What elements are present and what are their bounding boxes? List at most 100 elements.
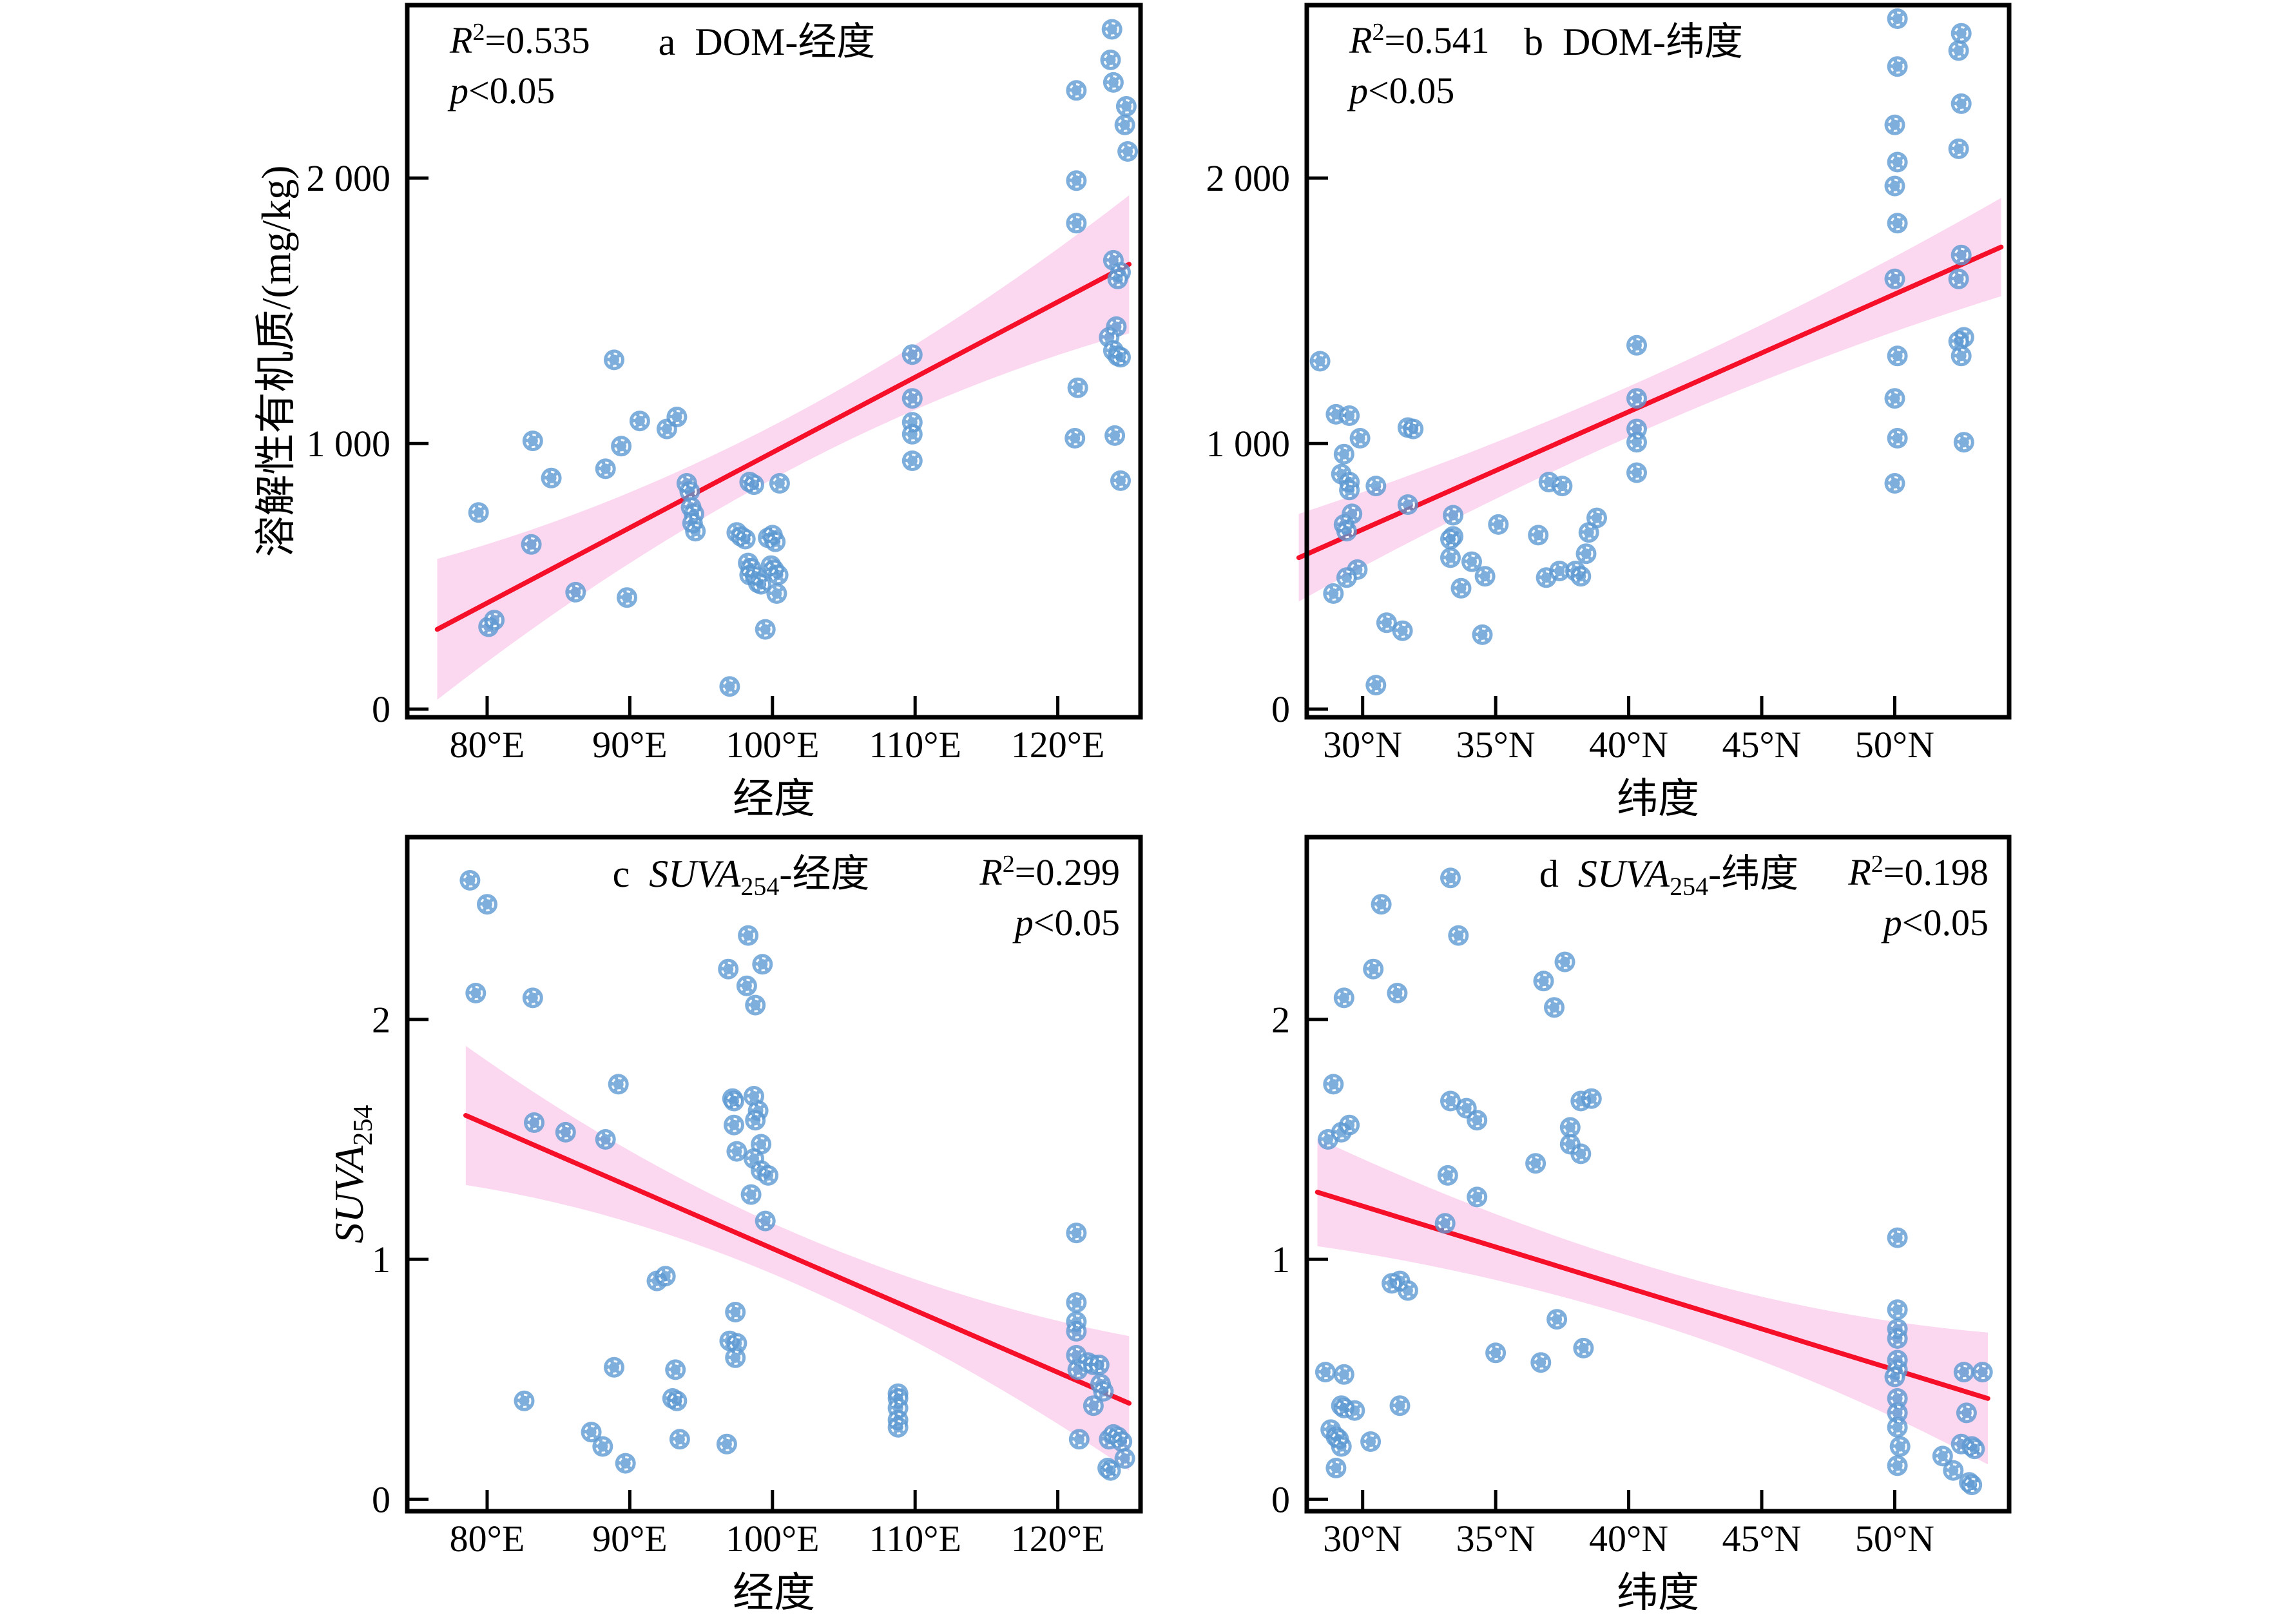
data-point-ring <box>1890 155 1905 169</box>
data-point <box>1066 213 1087 234</box>
data-point-ring <box>1350 562 1365 577</box>
data-point <box>1461 551 1482 572</box>
data-point-ring <box>659 421 674 436</box>
data-point-ring <box>1353 431 1367 445</box>
data-point-ring <box>1946 1463 1961 1478</box>
data-point <box>1887 8 1908 29</box>
x-axis-title: 经度 <box>733 776 815 822</box>
data-point <box>767 565 789 586</box>
data-point-ring <box>1534 1355 1548 1370</box>
data-point <box>716 1433 737 1455</box>
data-point <box>1103 72 1124 93</box>
y-tick-label: 1 000 <box>307 423 391 465</box>
data-point-ring <box>1443 1094 1458 1108</box>
data-point <box>1559 1117 1581 1138</box>
data-point <box>1626 334 1647 356</box>
data-point <box>769 473 790 494</box>
x-tick-label: 40°N <box>1589 1518 1668 1560</box>
data-point <box>1066 170 1087 191</box>
data-point-ring <box>754 1137 769 1152</box>
data-point <box>745 994 766 1016</box>
p-value-label: p<0.05 <box>1012 902 1120 943</box>
data-point <box>1068 1429 1090 1450</box>
x-tick-label: 50°N <box>1855 1518 1934 1560</box>
data-point <box>1336 567 1357 588</box>
data-point-ring <box>1890 431 1905 445</box>
data-point <box>1376 612 1397 633</box>
data-point-ring <box>471 505 486 520</box>
data-point-ring <box>1470 1113 1485 1128</box>
data-point <box>1117 141 1139 162</box>
data-point-ring <box>1108 428 1122 443</box>
data-point-ring <box>1574 569 1588 584</box>
data-point <box>1887 213 1908 234</box>
data-point <box>1397 1280 1418 1301</box>
data-point <box>901 344 923 365</box>
data-point-ring <box>1935 1449 1950 1464</box>
data-point-ring <box>527 1116 541 1130</box>
data-point <box>1107 268 1128 289</box>
data-point-ring <box>1347 1403 1362 1418</box>
data-point <box>1440 1090 1461 1112</box>
data-point <box>522 987 543 1009</box>
data-point-ring <box>1954 247 1969 262</box>
panel-title: b DOM-纬度 <box>1524 21 1743 63</box>
y-axis-title: 溶解性有机质/(mg/kg) <box>253 166 299 557</box>
data-point-ring <box>1890 1230 1905 1245</box>
data-point <box>718 958 739 980</box>
plot-border <box>405 3 1143 720</box>
data-point-ring <box>1470 1190 1485 1204</box>
data-point-ring <box>722 679 737 694</box>
data-point <box>679 481 700 502</box>
plot-border <box>405 835 1143 1514</box>
data-point-ring <box>524 537 539 552</box>
data-point-ring <box>758 1213 773 1228</box>
data-point <box>1948 268 1969 289</box>
y-tick-label: 1 000 <box>1206 423 1291 465</box>
data-point-ring <box>728 1350 743 1365</box>
data-point <box>1363 958 1384 980</box>
regression-line <box>463 1113 1132 1406</box>
data-point <box>1339 479 1360 501</box>
data-point <box>1953 432 1974 453</box>
data-point <box>766 583 787 604</box>
data-point-ring <box>544 470 559 485</box>
panel-a: 80°E 90°E 100°E 110°E 120°E 0 1 000 2 000 经度 溶解性有… <box>253 3 1143 822</box>
data-point-ring <box>1336 1367 1351 1382</box>
confidence-band <box>1298 198 2001 602</box>
data-point <box>1570 566 1592 587</box>
data-point <box>565 581 586 603</box>
x-tick-label: 35°N <box>1456 1518 1536 1560</box>
data-point-ring <box>607 353 621 367</box>
data-point <box>1961 1474 1983 1496</box>
data-point-ring <box>1890 1331 1905 1346</box>
data-point-ring <box>1443 550 1458 565</box>
data-point <box>735 528 756 550</box>
data-point <box>1440 867 1461 889</box>
r-squared-label: R2=0.535 <box>449 19 590 61</box>
x-tick-label: 45°N <box>1722 724 1801 766</box>
panel-title: a DOM-经度 <box>659 21 876 63</box>
data-point-ring <box>463 873 477 887</box>
data-point-ring <box>1438 1216 1452 1231</box>
data-point-ring <box>1342 409 1357 423</box>
data-point <box>1530 1352 1552 1373</box>
data-point-ring <box>1363 1435 1378 1449</box>
data-point-ring <box>1574 1146 1588 1161</box>
data-point-ring <box>905 347 920 362</box>
data-point <box>521 534 542 555</box>
data-point-ring <box>1630 465 1644 480</box>
data-point-ring <box>1451 928 1466 943</box>
data-point <box>465 983 486 1003</box>
data-point <box>1333 987 1354 1009</box>
data-point <box>1887 1455 1908 1476</box>
data-point-ring <box>1630 391 1644 406</box>
data-point <box>592 1436 613 1457</box>
data-point <box>1887 1299 1908 1320</box>
data-point <box>1943 1460 1964 1481</box>
data-point-ring <box>1954 96 1969 111</box>
data-point <box>617 587 637 608</box>
data-point-ring <box>1590 510 1604 525</box>
data-point-ring <box>1890 1420 1905 1435</box>
